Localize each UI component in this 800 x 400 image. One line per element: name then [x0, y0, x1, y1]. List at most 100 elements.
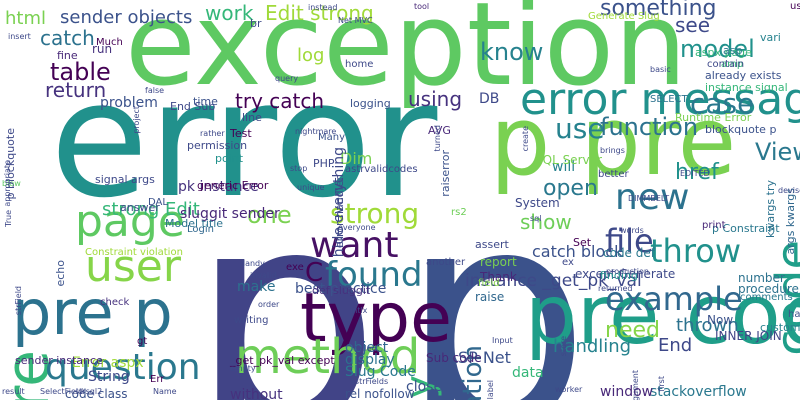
word: Runtime Error [675, 111, 752, 124]
word: exception [125, 0, 688, 112]
word: used [790, 1, 800, 12]
word: need [605, 318, 660, 343]
word: basic [650, 65, 671, 74]
word: PHP [313, 157, 335, 170]
word: End Sub [170, 100, 216, 113]
word: file [605, 222, 654, 260]
word: new [615, 177, 690, 218]
word: instance _get_pk_val [465, 271, 642, 291]
word: will [552, 159, 576, 175]
word: data [512, 365, 544, 381]
word: except Generate [575, 267, 676, 281]
word: one [247, 201, 292, 229]
word: error [50, 46, 438, 233]
word: echo [54, 260, 67, 287]
word: better [598, 169, 629, 180]
word: catch [40, 26, 95, 50]
word: ASP Net [447, 348, 511, 367]
word: answer [120, 201, 160, 214]
word: comments [740, 292, 793, 303]
word: AVG [428, 124, 451, 137]
word: Input [492, 336, 513, 345]
word: Login [187, 224, 214, 235]
word: br [250, 17, 262, 30]
word: sql [530, 214, 542, 223]
word: argument [631, 370, 640, 400]
word: error message [520, 74, 800, 125]
word: intlx [350, 306, 368, 315]
word: strong [330, 197, 420, 230]
word: href [675, 160, 719, 185]
word: query [275, 74, 299, 83]
word: pk instance [178, 179, 259, 195]
word: catch block [532, 242, 624, 261]
word: blockquote p [705, 123, 777, 136]
word: make [237, 279, 276, 295]
word: tool [414, 2, 430, 11]
word: strField [14, 286, 23, 316]
word: Much [96, 37, 123, 48]
word: custom [760, 321, 800, 334]
word: already exists [705, 69, 782, 82]
word: blow [2, 179, 21, 188]
word: sluggit sender [180, 206, 280, 222]
word: problem [100, 95, 158, 111]
word: return [45, 78, 107, 102]
word: rs2 [451, 207, 467, 218]
word: Dim [340, 149, 373, 168]
word: show [520, 210, 572, 234]
word: finding [600, 269, 638, 282]
word: SELECT [650, 94, 688, 105]
word: log [297, 45, 325, 66]
word: Test [230, 127, 252, 140]
word: order [258, 300, 280, 309]
word: home [345, 59, 374, 70]
word: want [310, 225, 399, 266]
word: open [543, 176, 598, 201]
word: _get_pk_val except [230, 354, 335, 367]
word: html [5, 8, 47, 29]
word: sender instance [15, 354, 103, 367]
word: store [559, 336, 568, 357]
word: stackoverflow [650, 384, 747, 400]
word: strong Edit [102, 199, 200, 220]
word: report [480, 255, 517, 269]
word: Slug Code [345, 364, 416, 380]
word: field [478, 278, 500, 289]
word: stop [290, 164, 308, 173]
word: number [738, 271, 785, 285]
word: found [325, 255, 423, 295]
word: use [555, 112, 605, 145]
word: returned [598, 284, 633, 293]
word: table [50, 58, 111, 86]
word: System [515, 196, 560, 210]
word: Err [150, 374, 165, 385]
word: SelectField [40, 387, 84, 396]
word: check [100, 297, 130, 308]
word: aspx page [695, 46, 752, 59]
word: everyone [338, 223, 376, 232]
word: page [75, 196, 185, 247]
word: Set [573, 236, 592, 249]
word: example [605, 280, 743, 318]
word: p pre [490, 87, 737, 197]
word: True [4, 210, 13, 227]
word: p [400, 145, 591, 400]
word: Net MVC [338, 16, 373, 25]
word: best practice [295, 281, 387, 297]
word: window [600, 384, 654, 400]
word: happen [788, 309, 800, 320]
word: instance signal [705, 81, 788, 94]
word: run [92, 42, 113, 56]
word: vari [760, 31, 781, 44]
word: generic Error [197, 179, 269, 192]
word: code class [65, 387, 128, 400]
word: appropriate [3, 160, 12, 207]
word: know [480, 38, 544, 66]
word: print [702, 220, 726, 231]
word: Sub code [426, 351, 482, 365]
word: work [205, 1, 254, 25]
word: method [235, 329, 421, 385]
word: logging [350, 97, 391, 110]
